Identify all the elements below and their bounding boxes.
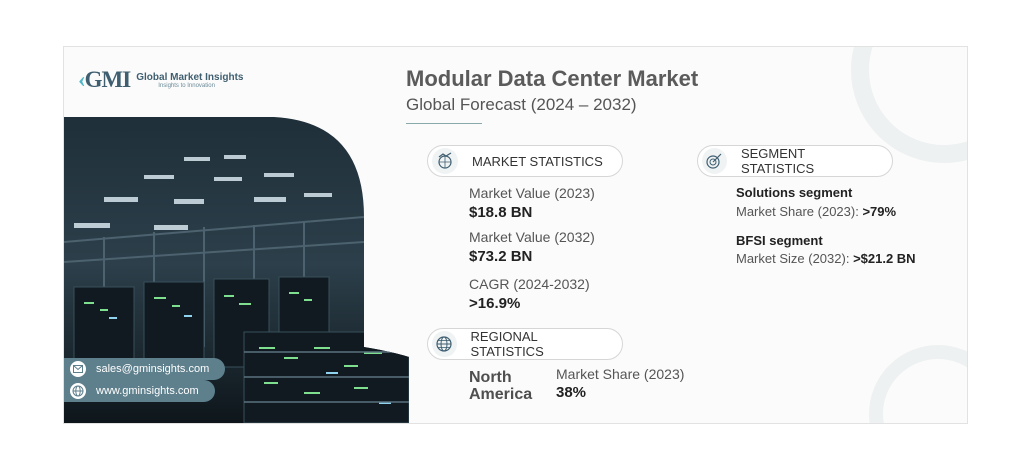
target-chart-icon <box>702 148 727 174</box>
globe-icon <box>432 331 457 357</box>
website-text: www.gminsights.com <box>96 385 199 397</box>
website-contact[interactable]: www.gminsights.com <box>64 380 215 402</box>
stat-value: $18.8 BN <box>469 204 533 221</box>
decorative-ring <box>869 345 967 423</box>
segment-value: >$21.2 BN <box>853 251 916 266</box>
segment-name: BFSI segment <box>736 233 823 248</box>
segment-metric: Market Share (2023): <box>736 204 859 219</box>
segment-name: Solutions segment <box>736 185 853 200</box>
stat-value: $73.2 BN <box>469 248 533 265</box>
email-contact[interactable]: sales@gminsights.com <box>64 358 226 380</box>
logo-mark: ‹GMI <box>78 67 131 92</box>
region-name: North America <box>469 369 533 403</box>
segment-value: >79% <box>862 204 897 219</box>
data-center-photo <box>64 47 409 423</box>
market-statistics-title: MARKET STATISTICS <box>472 153 603 169</box>
segment-statistics-heading: SEGMENT STATISTICS <box>697 145 893 177</box>
stat-label: CAGR (2024-2032) <box>469 276 590 292</box>
stat-label: Market Value (2023) <box>469 185 595 201</box>
email-text: sales@gminsights.com <box>96 363 210 375</box>
chart-globe-icon <box>432 148 458 174</box>
segment-metric-line: Market Share (2023): >79% <box>736 204 896 219</box>
region-value: 38% <box>556 384 587 401</box>
stat-label: Market Value (2032) <box>469 229 595 245</box>
page-subtitle: Global Forecast (2024 – 2032) <box>406 95 637 114</box>
segment-statistics-title: SEGMENT STATISTICS <box>740 146 815 176</box>
stat-value: >16.9% <box>469 295 521 312</box>
page-title: Modular Data Center Market <box>406 66 699 91</box>
brand-name: Global Market Insights <box>136 71 244 83</box>
title-underline <box>406 123 482 124</box>
segment-metric-line: Market Size (2032): >$21.2 BN <box>736 251 916 266</box>
regional-statistics-title: REGIONAL STATISTICS <box>470 329 544 359</box>
market-statistics-heading: MARKET STATISTICS <box>427 145 623 177</box>
gmi-logo: ‹GMI Global Market Insights Insights to … <box>78 67 243 93</box>
region-metric: Market Share (2023) <box>556 366 685 382</box>
brand-tagline: Insights to Innovation <box>158 82 215 89</box>
envelope-icon <box>70 361 86 377</box>
globe-icon <box>70 383 86 399</box>
infographic-card: ‹GMI Global Market Insights Insights to … <box>63 46 968 424</box>
segment-metric: Market Size (2032): <box>736 251 850 266</box>
regional-statistics-heading: REGIONAL STATISTICS <box>427 328 623 360</box>
